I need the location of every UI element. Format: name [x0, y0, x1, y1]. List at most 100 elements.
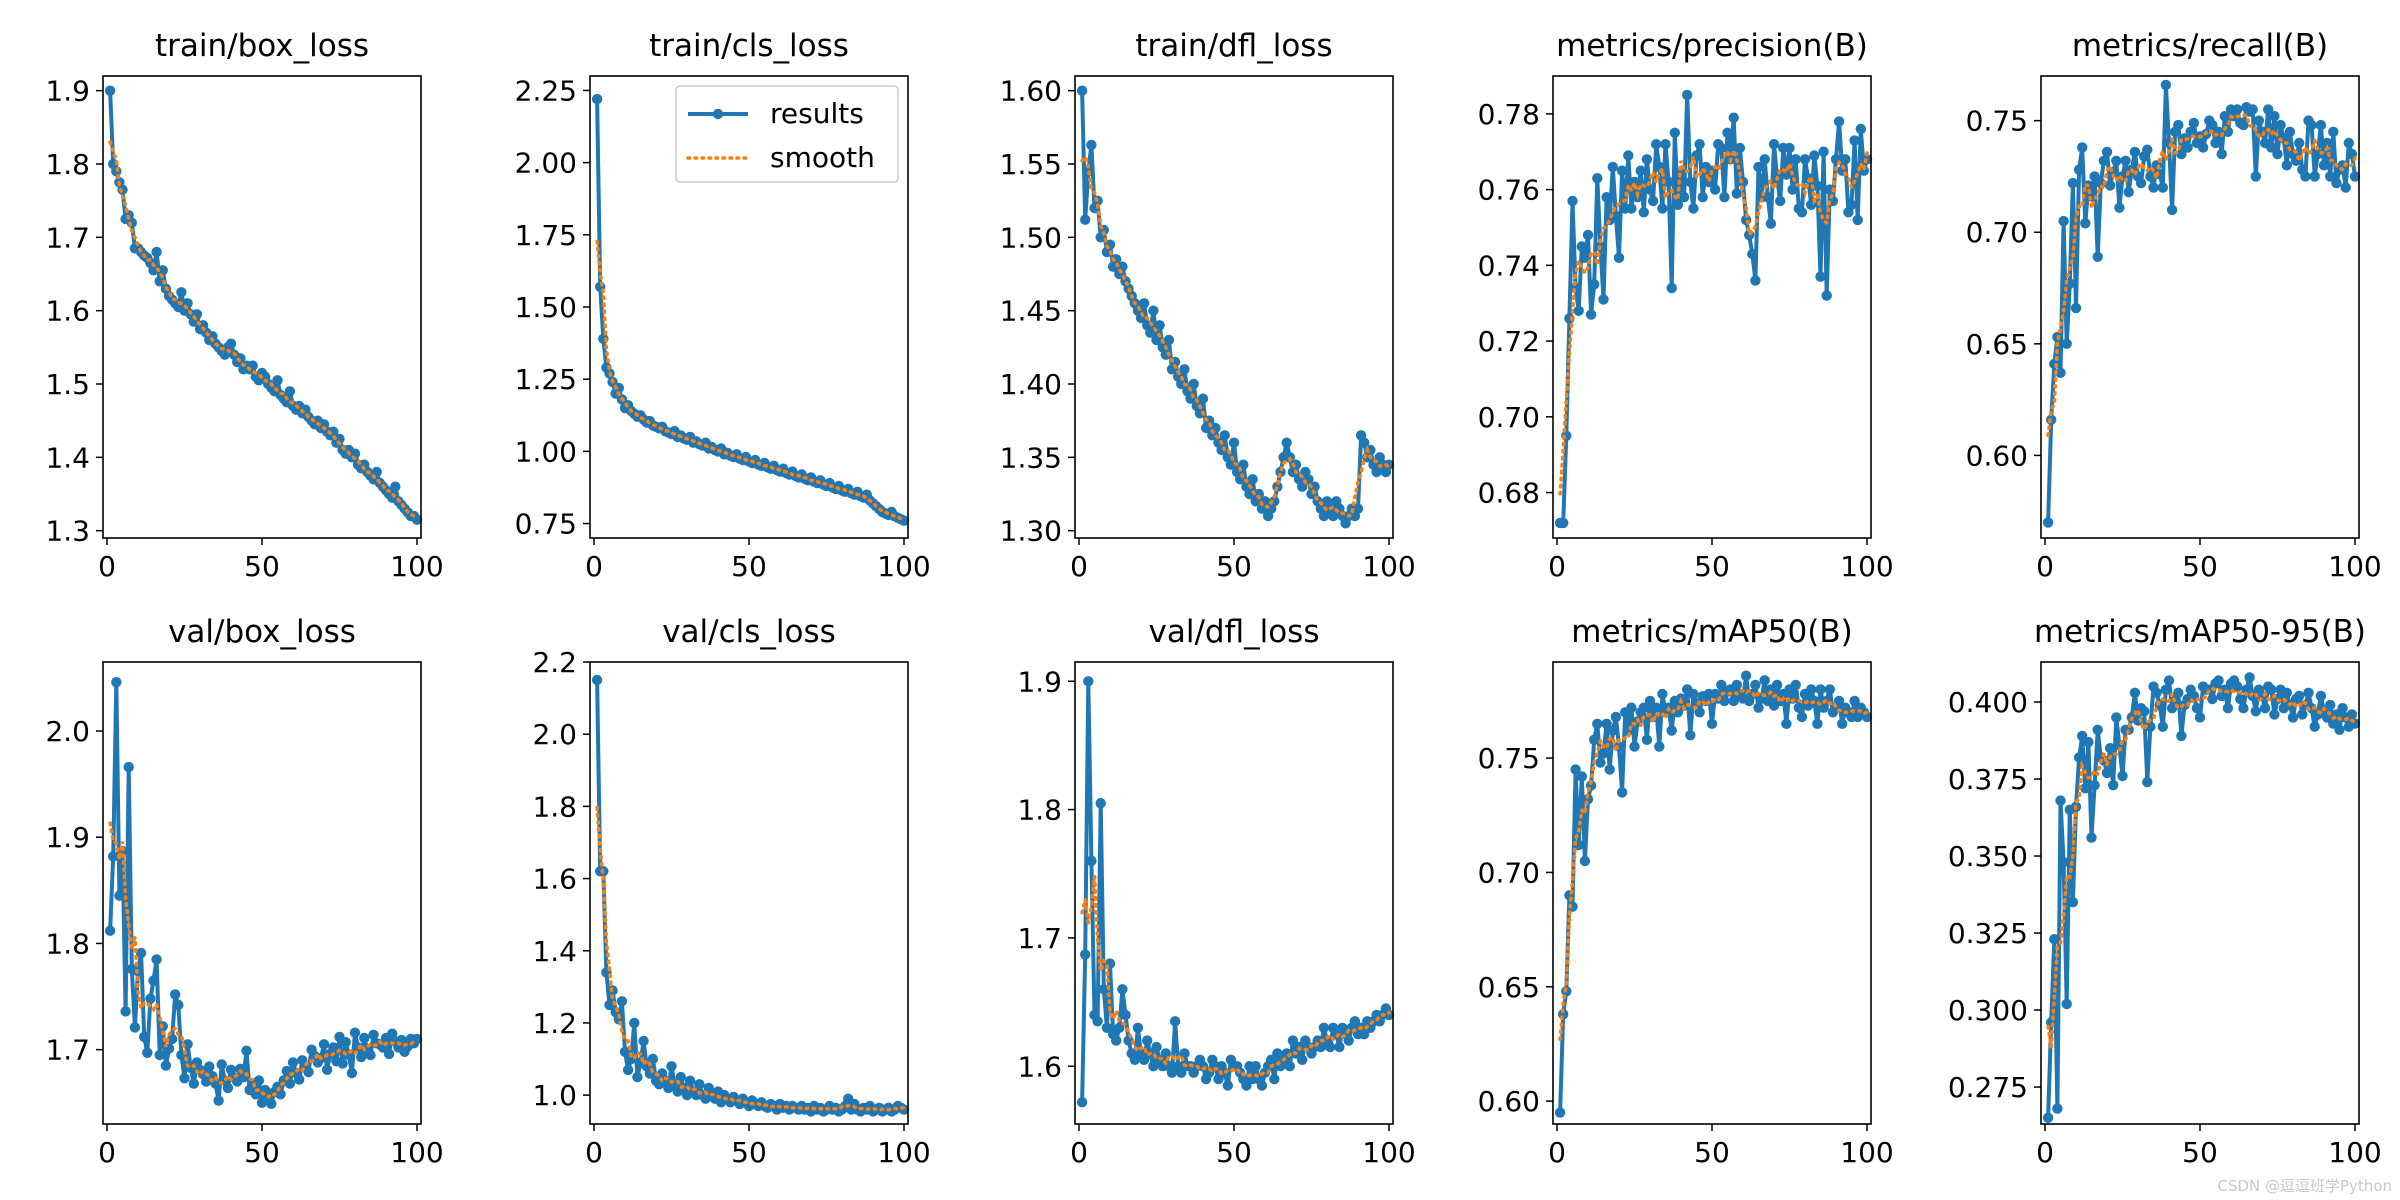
results-point [1716, 142, 1727, 154]
results-point [1644, 695, 1656, 707]
results-line [595, 679, 906, 1114]
results-point [1579, 855, 1591, 867]
results-point [1086, 855, 1097, 867]
x-tick-label: 50 [2182, 1136, 2218, 1169]
results-point [2275, 119, 2286, 131]
results-point [2281, 160, 2292, 171]
results-point [2148, 182, 2159, 193]
results-point [142, 1047, 153, 1059]
results-point [1787, 184, 1798, 195]
results-point [334, 433, 345, 445]
results-point [2058, 857, 2069, 868]
y-tick-label: 0.78 [1478, 98, 1540, 131]
results-point [2309, 171, 2320, 182]
x-tick-label: 0 [585, 1136, 603, 1169]
results-point [368, 1029, 379, 1041]
results-point [2145, 721, 2156, 732]
y-tick-label: 1.6 [45, 295, 90, 328]
smooth-line [595, 805, 906, 1112]
results-point [1092, 1016, 1103, 1027]
results-point [2157, 182, 2168, 193]
results-point [1188, 378, 1199, 390]
results-point [2222, 703, 2234, 714]
results-point [1697, 192, 1708, 203]
results-point [1688, 688, 1699, 700]
y-tick-label: 1.45 [1000, 295, 1062, 328]
results-point [2058, 215, 2069, 227]
results-point [154, 276, 165, 287]
results-point [1719, 695, 1730, 707]
results-point [1796, 711, 1808, 723]
x-tick-label: 0 [1548, 1136, 1566, 1169]
results-point [2281, 687, 2292, 698]
y-tick-label: 1.50 [1000, 221, 1062, 254]
results-point [1629, 741, 1640, 752]
results-point [591, 93, 603, 105]
y-tick-label: 1.7 [1017, 922, 1062, 955]
results-point [1222, 1080, 1234, 1091]
results-point [675, 1071, 686, 1083]
results-point [1595, 757, 1606, 768]
results-point [1213, 1073, 1224, 1085]
results-point [2269, 111, 2280, 122]
legend-results-label: results [770, 97, 864, 130]
results-point [318, 1039, 330, 1050]
results-point [1747, 248, 1758, 260]
subplot-title: metrics/recall(B) [2072, 28, 2328, 64]
y-tick-label: 0.72 [1478, 325, 1540, 358]
results-point [1604, 764, 1615, 775]
results-point [1241, 1080, 1252, 1091]
y-tick-label: 0.75 [1478, 742, 1540, 775]
results-point [1352, 503, 1364, 514]
results-point [1095, 798, 1106, 809]
smooth-line [2046, 113, 2357, 438]
results-point [2098, 155, 2110, 166]
results-point [148, 975, 159, 986]
smooth-line [595, 239, 906, 522]
results-point [2325, 171, 2336, 182]
results-point [1607, 725, 1619, 736]
x-tick-label: 50 [731, 550, 767, 583]
results-point [2129, 687, 2141, 698]
results-point [1272, 1048, 1283, 1059]
results-point [1219, 430, 1230, 441]
results-point [160, 1060, 172, 1071]
results-point [1833, 116, 1845, 127]
results-point [1083, 676, 1094, 687]
results-point [1318, 510, 1330, 522]
results-point [1169, 1016, 1181, 1027]
x-tick-label: 50 [2182, 550, 2218, 583]
results-point [2067, 177, 2079, 189]
subplot-title: val/box_loss [168, 614, 356, 650]
results-point [1666, 725, 1677, 736]
results-point [1626, 702, 1637, 713]
results-point [2145, 171, 2156, 182]
results-point [1688, 203, 1699, 214]
results-point [1287, 1035, 1299, 1046]
results-point [157, 265, 168, 276]
results-point [1328, 510, 1339, 522]
y-tick-label: 1.4 [45, 441, 90, 474]
results-point [2049, 934, 2060, 945]
y-tick-label: 1.35 [1000, 441, 1062, 474]
results-point [1225, 459, 1237, 470]
x-tick-label: 0 [585, 550, 603, 583]
y-tick-label: 2.00 [515, 147, 577, 180]
results-point [2250, 171, 2261, 182]
x-tick-label: 100 [1840, 1136, 1893, 1169]
results-point [2073, 752, 2085, 763]
results-point [328, 1042, 339, 1053]
results-point [2331, 177, 2342, 189]
watermark-text: CSDN @逗逗班学Python [2217, 1177, 2392, 1195]
results-point [1669, 127, 1681, 138]
results-point [129, 1022, 141, 1033]
results-point [2346, 709, 2358, 720]
results-point [1855, 123, 1867, 135]
smooth-line [1080, 152, 1391, 518]
results-point [2176, 730, 2187, 742]
results-point [1781, 718, 1792, 729]
smooth-line [1558, 688, 1869, 1042]
results-point [1613, 252, 1625, 263]
results-point [241, 1045, 252, 1056]
